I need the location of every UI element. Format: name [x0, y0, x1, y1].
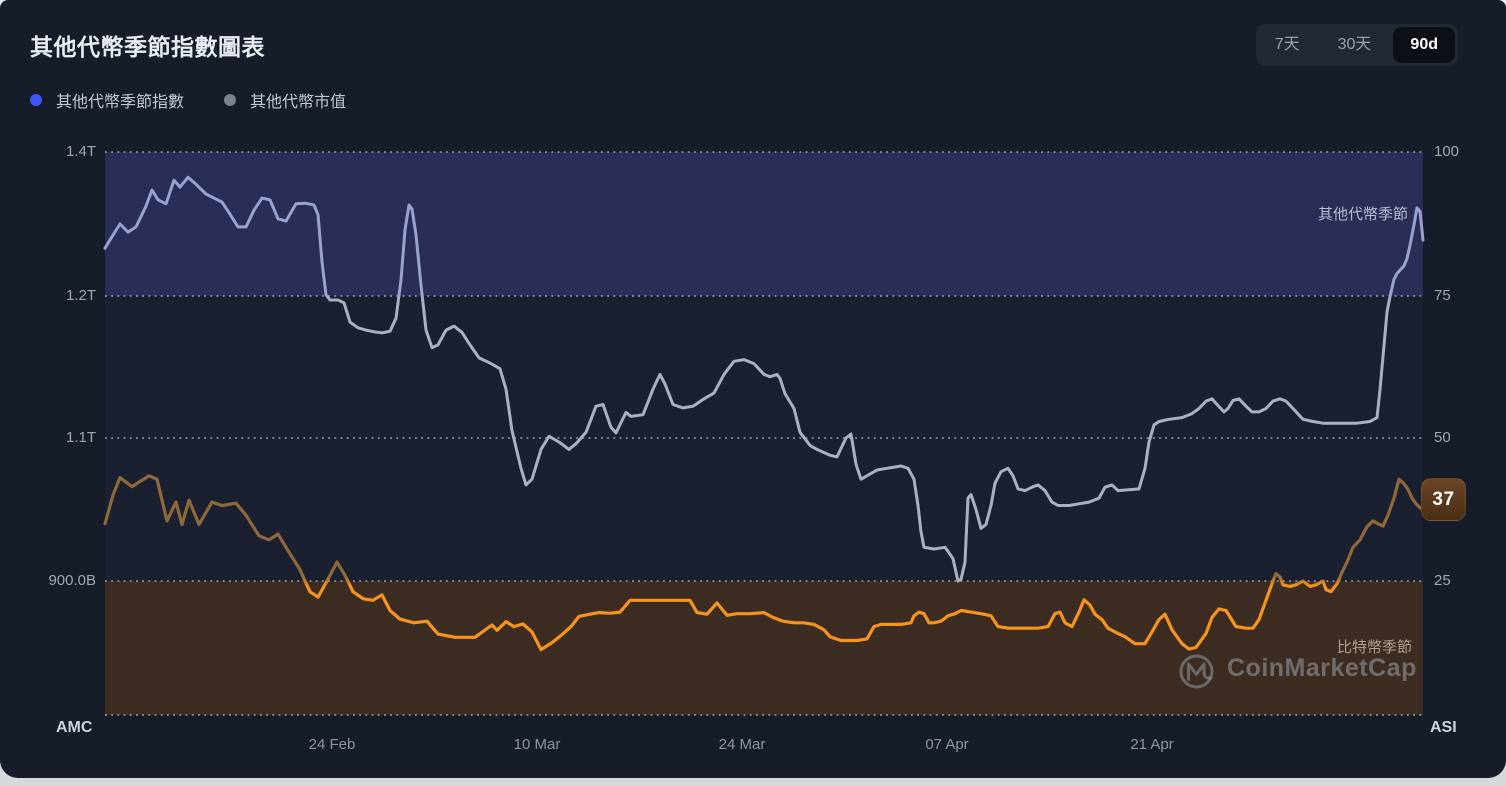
- time-range-selector: 7天 30天 90d: [1255, 24, 1458, 66]
- legend-item-altcoin-index[interactable]: 其他代幣季節指數: [30, 88, 184, 112]
- x-axis-tick-24-Feb: 24 Feb: [308, 736, 356, 753]
- y-axis-right-label-100: 100: [1434, 143, 1460, 160]
- y-axis-left-label-1.1T: 1.1T: [65, 429, 96, 446]
- altcoin-season-zone-label: 其他代幣季節: [1317, 206, 1408, 223]
- coinmarketcap-logo-icon: [1179, 654, 1214, 689]
- y-axis-left-label-900.0B: 900.0B: [48, 572, 96, 589]
- current-index-badge: 37: [1421, 478, 1466, 521]
- page-title: 其他代幣季節指數圖表: [30, 34, 265, 60]
- bitcoin-season-zone-label: 比特幣季節: [1336, 639, 1412, 656]
- series-line-asi: [103, 474, 1425, 652]
- x-axis-tick-21-Apr: 21 Apr: [1130, 736, 1174, 753]
- legend: 其他代幣季節指數 其他代幣市值: [30, 88, 346, 112]
- altcoin-season-zone-band: [105, 152, 1423, 296]
- right-axis-title: ASI: [1430, 719, 1457, 736]
- x-axis-tick-24-Mar: 24 Mar: [718, 736, 766, 753]
- y-axis-right-label-75: 75: [1434, 287, 1451, 304]
- y-axis-left-label-1.2T: 1.2T: [65, 287, 96, 304]
- left-axis-title: AMC: [56, 719, 93, 736]
- series-line-amc: [103, 175, 1425, 583]
- legend-dot-gray-icon: [224, 94, 237, 106]
- x-axis-tick-10-Mar: 10 Mar: [513, 736, 561, 753]
- range-button-7d[interactable]: 7天: [1274, 36, 1300, 53]
- x-axis-tick-07-Apr: 07 Apr: [925, 736, 969, 753]
- range-button-90d[interactable]: 90d: [1393, 27, 1455, 63]
- y-axis-right-label-50: 50: [1434, 429, 1451, 446]
- legend-dot-blue-icon: [30, 94, 42, 106]
- legend-label: 其他代幣季節指數: [56, 94, 185, 111]
- y-axis-right-label-25: 25: [1434, 572, 1451, 589]
- range-button-30d[interactable]: 30天: [1337, 36, 1372, 53]
- legend-item-altcoin-marketcap[interactable]: 其他代幣市值: [224, 88, 346, 112]
- bitcoin-season-zone-band: [105, 581, 1423, 715]
- watermark-text: CoinMarketCap: [1227, 654, 1417, 682]
- legend-label: 其他代幣市值: [250, 94, 347, 111]
- y-axis-left-label-1.4T: 1.4T: [65, 143, 96, 160]
